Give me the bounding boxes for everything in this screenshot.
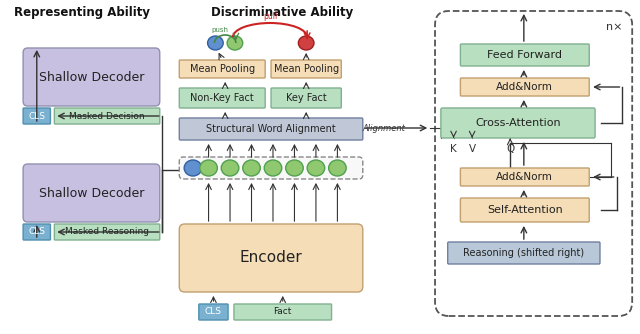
Text: Key Fact: Key Fact	[286, 93, 326, 103]
FancyBboxPatch shape	[23, 164, 160, 222]
Text: Non-Key Fact: Non-Key Fact	[190, 93, 254, 103]
Ellipse shape	[328, 160, 346, 176]
FancyBboxPatch shape	[234, 304, 332, 320]
Text: n×: n×	[606, 22, 623, 32]
Text: Cross-Attention: Cross-Attention	[475, 118, 561, 128]
FancyBboxPatch shape	[179, 118, 363, 140]
Text: Self-Attention: Self-Attention	[487, 205, 563, 215]
Text: CLS: CLS	[28, 227, 45, 236]
FancyBboxPatch shape	[179, 60, 265, 78]
Ellipse shape	[184, 160, 202, 176]
Text: Fact: Fact	[273, 308, 292, 317]
Ellipse shape	[221, 160, 239, 176]
Text: V: V	[468, 144, 476, 154]
Text: Mean Pooling: Mean Pooling	[274, 64, 339, 74]
FancyBboxPatch shape	[441, 108, 595, 138]
Ellipse shape	[264, 160, 282, 176]
FancyBboxPatch shape	[179, 157, 363, 179]
Text: Add&Norm: Add&Norm	[497, 172, 553, 182]
Text: Alignment: Alignment	[363, 124, 406, 133]
Text: Encoder: Encoder	[239, 250, 303, 266]
FancyBboxPatch shape	[460, 168, 589, 186]
Text: Structural Word Alignment: Structural Word Alignment	[206, 124, 336, 134]
Text: push: push	[212, 27, 228, 33]
FancyBboxPatch shape	[23, 224, 51, 240]
FancyBboxPatch shape	[460, 78, 589, 96]
Ellipse shape	[298, 36, 314, 50]
Text: Shallow Decoder: Shallow Decoder	[39, 70, 144, 84]
Text: CLS: CLS	[205, 308, 222, 317]
Text: Add&Norm: Add&Norm	[497, 82, 553, 92]
Text: Shallow Decoder: Shallow Decoder	[39, 186, 144, 199]
FancyBboxPatch shape	[271, 60, 341, 78]
Text: Feed Forward: Feed Forward	[487, 50, 563, 60]
FancyBboxPatch shape	[448, 242, 600, 264]
Ellipse shape	[285, 160, 303, 176]
FancyBboxPatch shape	[199, 304, 228, 320]
Ellipse shape	[200, 160, 218, 176]
FancyBboxPatch shape	[460, 198, 589, 222]
FancyBboxPatch shape	[271, 88, 341, 108]
Ellipse shape	[207, 36, 223, 50]
Text: Q: Q	[506, 144, 515, 154]
Text: Representing Ability: Representing Ability	[13, 6, 150, 19]
FancyBboxPatch shape	[23, 48, 160, 106]
Text: CLS: CLS	[28, 112, 45, 121]
Text: Masked Decision: Masked Decision	[69, 112, 145, 121]
Text: Reasoning (shifted right): Reasoning (shifted right)	[463, 248, 584, 258]
Ellipse shape	[227, 36, 243, 50]
FancyBboxPatch shape	[54, 224, 160, 240]
Text: Discriminative Ability: Discriminative Ability	[211, 6, 353, 19]
Ellipse shape	[243, 160, 260, 176]
Text: K: K	[450, 144, 457, 154]
FancyBboxPatch shape	[54, 108, 160, 124]
Ellipse shape	[307, 160, 324, 176]
FancyBboxPatch shape	[179, 88, 265, 108]
FancyBboxPatch shape	[460, 44, 589, 66]
FancyBboxPatch shape	[23, 108, 51, 124]
Text: pull: pull	[263, 12, 277, 21]
Text: Mean Pooling: Mean Pooling	[189, 64, 255, 74]
FancyBboxPatch shape	[179, 224, 363, 292]
Text: Masked Reasoning: Masked Reasoning	[65, 227, 149, 236]
